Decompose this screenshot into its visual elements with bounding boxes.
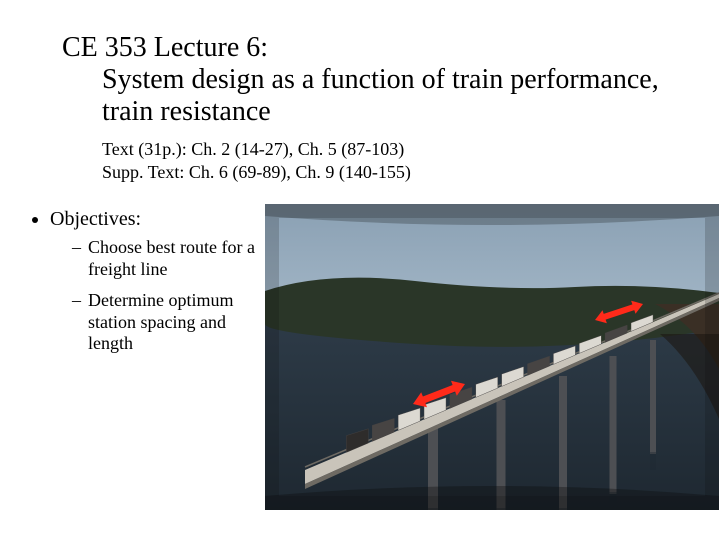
- figure-svg: [265, 204, 719, 510]
- title-line-1: CE 353 Lecture 6:: [62, 32, 680, 64]
- objectives-block: Objectives: Choose best route for a frei…: [28, 208, 258, 365]
- objective-item: Determine optimum station spacing and le…: [72, 290, 258, 355]
- slide: CE 353 Lecture 6: System design as a fun…: [0, 0, 720, 540]
- train-bridge-figure: [265, 204, 719, 510]
- subtitle-line-2: Supp. Text: Ch. 6 (69-89), Ch. 9 (140-15…: [102, 161, 411, 184]
- title-line-3: train resistance: [102, 96, 680, 128]
- objectives-heading: Objectives: Choose best route for a frei…: [50, 208, 258, 355]
- title-line-2: System design as a function of train per…: [102, 64, 680, 96]
- objective-item: Choose best route for a freight line: [72, 237, 258, 280]
- slide-title: CE 353 Lecture 6: System design as a fun…: [62, 32, 680, 129]
- objectives-label: Objectives:: [50, 208, 141, 230]
- subtitle-line-1: Text (31p.): Ch. 2 (14-27), Ch. 5 (87-10…: [102, 138, 411, 161]
- slide-subtitle: Text (31p.): Ch. 2 (14-27), Ch. 5 (87-10…: [102, 138, 411, 183]
